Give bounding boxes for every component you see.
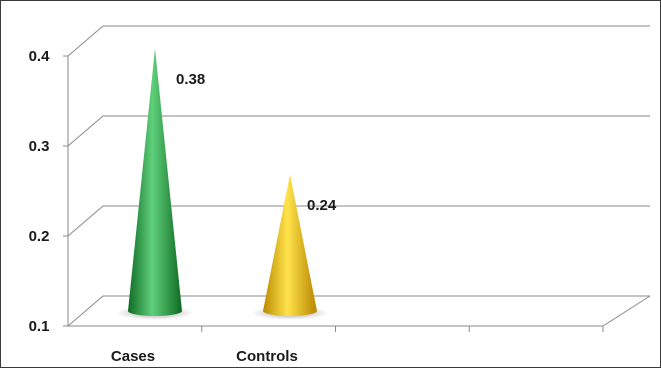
y-tick-label: 0.3 [29, 138, 50, 155]
y-tick-label: 0.4 [29, 48, 51, 65]
gridlines [67, 25, 650, 327]
axes [67, 56, 651, 332]
gridline [67, 295, 650, 327]
category-label: Controls [236, 348, 298, 365]
cone-bar-controls [263, 174, 317, 316]
labels: 0.38 Cases 0.24 Controls [111, 71, 337, 365]
category-label: Cases [111, 348, 155, 365]
y-tick-label: 0.1 [29, 318, 50, 335]
gridline [67, 25, 650, 57]
gridline [67, 205, 650, 237]
data-label: 0.38 [176, 71, 205, 88]
cone-bar-cases [128, 48, 182, 316]
y-axis-ticks: 0.1 0.2 0.3 0.4 [29, 48, 68, 335]
cones [116, 48, 329, 320]
gridline [67, 115, 650, 147]
data-label: 0.24 [307, 197, 337, 214]
y-tick-label: 0.2 [29, 228, 50, 245]
